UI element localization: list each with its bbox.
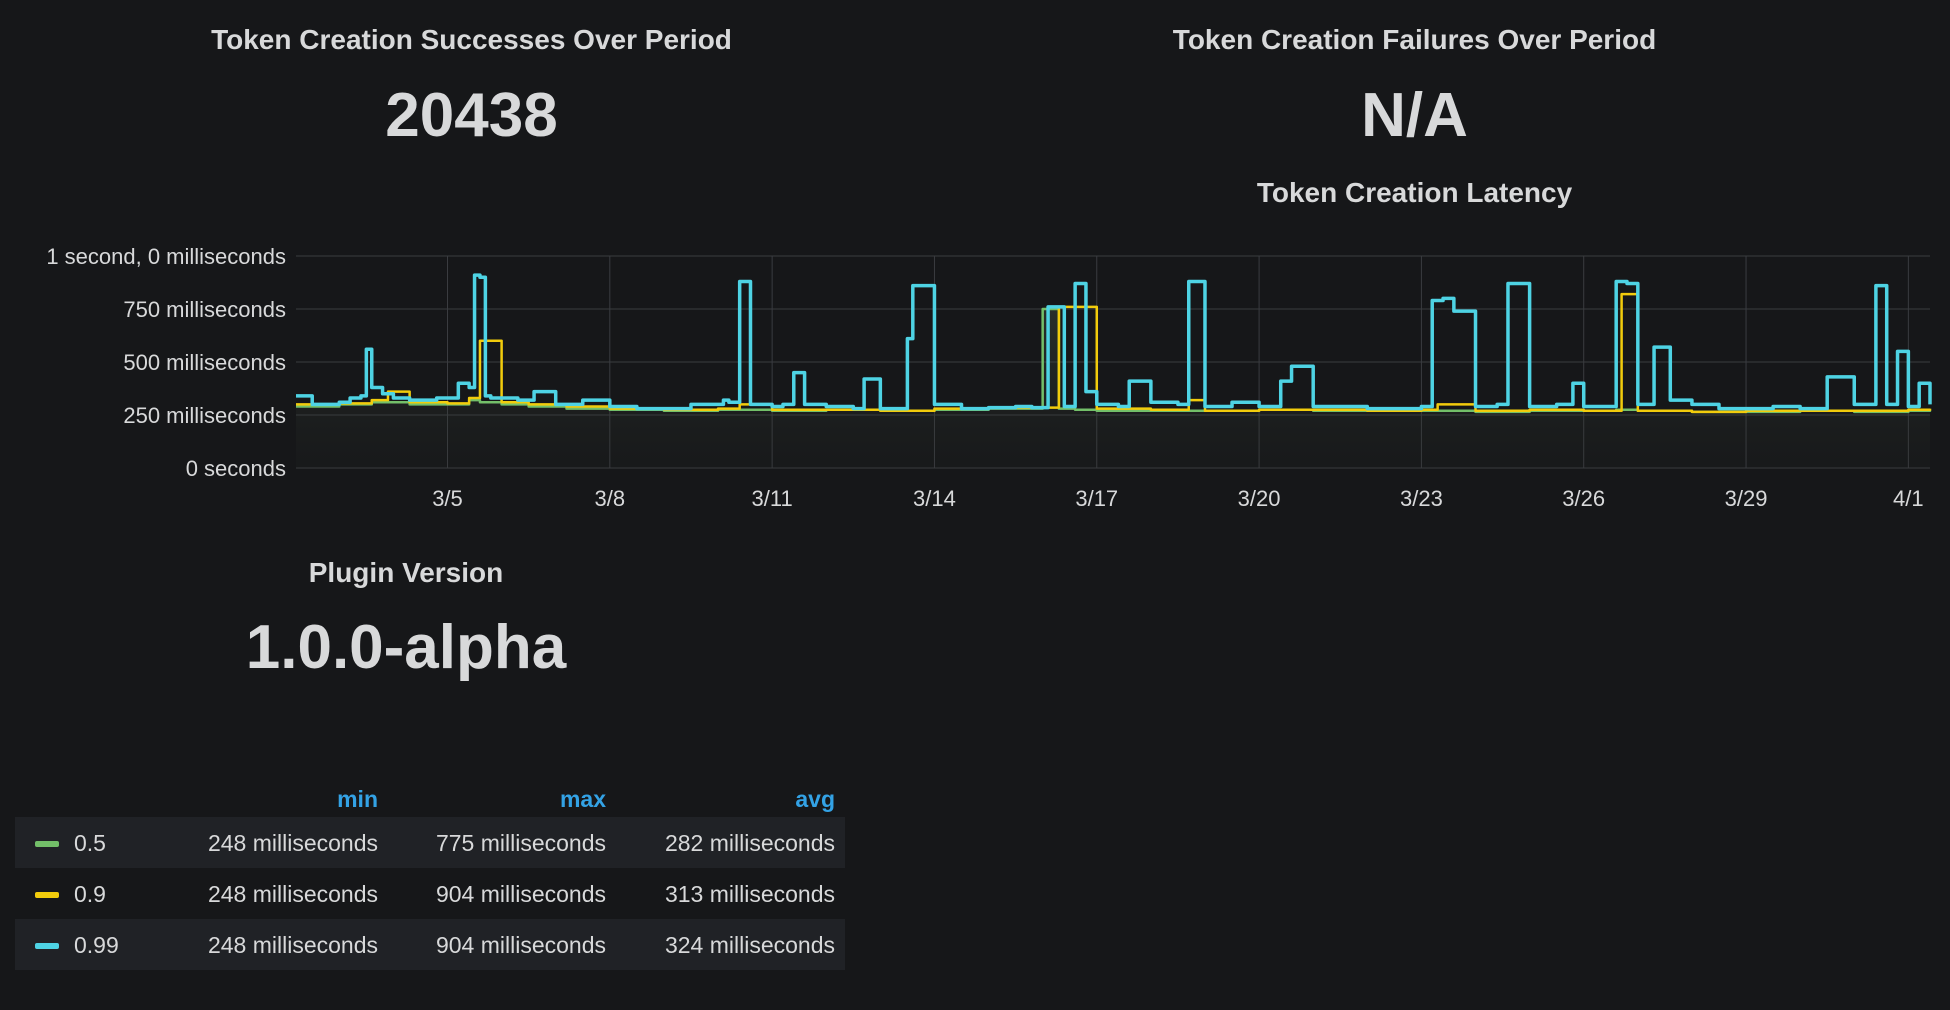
series-line-p99[interactable] [296, 273, 1932, 411]
x-tick-label: 3/17 [1075, 486, 1118, 511]
x-tick-label: 3/23 [1400, 486, 1443, 511]
legend-row-p90[interactable]: 0.9 248 milliseconds 904 milliseconds 31… [15, 868, 845, 919]
x-tick-label: 3/5 [432, 486, 463, 511]
series-color-swatch[interactable] [35, 841, 59, 847]
x-tick-label: 3/29 [1725, 486, 1768, 511]
legend-avg-value: 282 milliseconds [664, 830, 835, 856]
legend-series-name[interactable]: 0.5 [74, 830, 106, 856]
latency-panel-title: Token Creation Latency [1256, 177, 1573, 208]
legend-min-value: 248 milliseconds [207, 881, 378, 907]
legend-row-p99[interactable]: 0.99 248 milliseconds 904 milliseconds 3… [15, 919, 845, 970]
version-stat-value: 1.0.0-alpha [245, 613, 567, 682]
x-tick-label: 3/14 [913, 486, 956, 511]
legend-header-row: min max avg [15, 780, 845, 817]
y-tick-label: 750 milliseconds [123, 297, 286, 322]
y-tick-label: 500 milliseconds [123, 350, 286, 375]
y-tick-label: 250 milliseconds [123, 403, 286, 428]
series-line-p9[interactable] [296, 292, 1932, 414]
legend-min-header[interactable]: min [337, 786, 378, 812]
series-color-swatch[interactable] [35, 943, 59, 949]
x-tick-label: 3/26 [1562, 486, 1605, 511]
failures-panel-title: Token Creation Failures Over Period [1172, 24, 1657, 55]
legend-max-value: 904 milliseconds [435, 881, 606, 907]
legend-avg-value: 313 milliseconds [664, 881, 835, 907]
latency-chart[interactable]: 1 second, 0 milliseconds 750 milliseconds… [0, 240, 1950, 520]
legend-series-name[interactable]: 0.9 [74, 881, 106, 907]
latency-legend-table: min max avg 0.5 248 milliseconds 775 mil… [15, 780, 845, 970]
x-tick-label: 4/1 [1893, 486, 1924, 511]
failures-stat-value: N/A [1361, 81, 1468, 150]
legend-row-p50[interactable]: 0.5 248 milliseconds 775 milliseconds 28… [15, 817, 845, 868]
legend-max-value: 904 milliseconds [435, 932, 606, 958]
legend-avg-header[interactable]: avg [795, 786, 835, 812]
legend-min-value: 248 milliseconds [207, 830, 378, 856]
legend-series-name[interactable]: 0.99 [74, 932, 119, 958]
y-tick-label: 1 second, 0 milliseconds [46, 244, 286, 269]
legend-max-value: 775 milliseconds [435, 830, 606, 856]
legend-min-value: 248 milliseconds [207, 932, 378, 958]
x-tick-label: 3/20 [1238, 486, 1281, 511]
y-tick-label: 0 seconds [186, 456, 286, 481]
latency-area-fill [296, 309, 1930, 468]
version-panel-title: Plugin Version [308, 557, 504, 588]
x-tick-label: 3/8 [595, 486, 626, 511]
x-tick-label: 3/11 [752, 486, 793, 511]
series-line-p5[interactable] [296, 307, 1932, 414]
successes-stat-value: 20438 [385, 81, 558, 150]
successes-panel-title: Token Creation Successes Over Period [211, 24, 732, 55]
legend-avg-value: 324 milliseconds [664, 932, 835, 958]
series-color-swatch[interactable] [35, 892, 59, 898]
legend-max-header[interactable]: max [559, 786, 606, 812]
